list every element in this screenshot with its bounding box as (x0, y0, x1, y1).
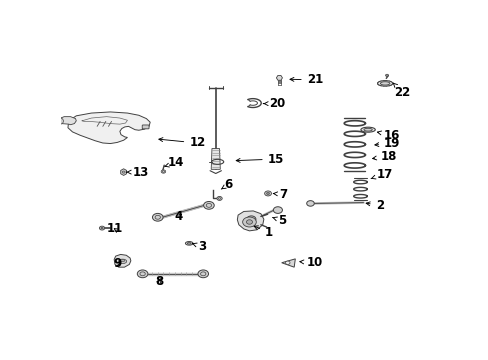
Text: 22: 22 (392, 83, 410, 99)
Circle shape (285, 261, 289, 264)
Circle shape (152, 213, 163, 221)
Ellipse shape (360, 127, 374, 132)
Text: 9: 9 (113, 257, 122, 270)
Text: 11: 11 (106, 222, 122, 235)
Circle shape (246, 220, 252, 224)
Ellipse shape (120, 260, 124, 262)
Circle shape (266, 192, 269, 194)
Text: 20: 20 (263, 97, 285, 110)
Text: 21: 21 (289, 73, 322, 86)
Text: 10: 10 (299, 256, 322, 269)
Text: 15: 15 (236, 153, 284, 166)
Text: 17: 17 (370, 167, 392, 180)
Polygon shape (58, 117, 76, 125)
Ellipse shape (187, 243, 191, 244)
Polygon shape (211, 149, 220, 169)
Ellipse shape (57, 118, 63, 124)
Circle shape (217, 197, 222, 201)
Text: 7: 7 (273, 188, 286, 201)
Polygon shape (68, 112, 150, 144)
Ellipse shape (380, 82, 389, 85)
Polygon shape (237, 211, 264, 231)
Circle shape (99, 226, 104, 230)
Circle shape (137, 270, 147, 278)
Text: 3: 3 (192, 240, 206, 253)
Circle shape (161, 170, 165, 173)
Text: 8: 8 (155, 275, 163, 288)
Polygon shape (121, 169, 126, 175)
Circle shape (203, 202, 214, 209)
Text: 18: 18 (372, 150, 396, 163)
Polygon shape (114, 255, 131, 267)
Polygon shape (281, 259, 295, 267)
Ellipse shape (185, 242, 193, 245)
FancyBboxPatch shape (142, 125, 149, 129)
Ellipse shape (377, 81, 392, 86)
Ellipse shape (118, 259, 126, 264)
Text: 2: 2 (366, 199, 383, 212)
Text: 12: 12 (159, 136, 205, 149)
Text: 4: 4 (175, 210, 183, 223)
Ellipse shape (363, 128, 371, 131)
Circle shape (242, 217, 256, 227)
Circle shape (273, 207, 282, 213)
Circle shape (306, 201, 314, 206)
Circle shape (122, 171, 125, 173)
Text: 5: 5 (272, 214, 285, 227)
Circle shape (198, 270, 208, 278)
Text: 6: 6 (221, 178, 232, 191)
Circle shape (385, 74, 388, 76)
Text: 14: 14 (164, 157, 184, 170)
Circle shape (264, 191, 271, 196)
Text: 19: 19 (374, 137, 400, 150)
Text: 13: 13 (126, 166, 148, 179)
Circle shape (246, 216, 255, 222)
Circle shape (101, 227, 103, 229)
Polygon shape (276, 76, 282, 80)
Text: 1: 1 (254, 226, 273, 239)
Text: 16: 16 (377, 129, 400, 142)
